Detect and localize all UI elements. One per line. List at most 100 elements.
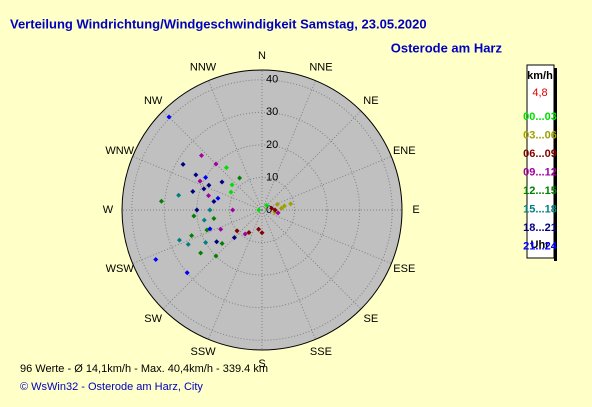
direction-label: NE [363,95,378,107]
copyright: © WsWin32 - Osterode am Harz, City [20,381,203,393]
data-point [201,186,207,192]
data-point [288,201,294,207]
legend-label: 15...18 [523,203,557,215]
data-point [153,257,159,263]
spoke [261,155,392,211]
data-point [219,240,225,246]
spoke [261,80,317,211]
legend-label: 00...03 [523,111,557,123]
data-point [229,182,235,188]
direction-label: SSE [310,346,332,358]
r-tick-label: 40 [266,74,278,86]
legend-unit: Uhr [531,239,551,251]
chart-title: Verteilung Windrichtung/Windgeschwindigk… [10,16,427,31]
data-point [214,239,220,245]
data-point [176,192,182,198]
direction-label: NW [144,95,163,107]
data-point [203,240,209,246]
r-tick-label: 10 [266,171,278,183]
legend-box [526,64,555,259]
data-point [215,195,221,201]
direction-label: SE [364,313,379,325]
data-point [207,207,213,213]
data-point [198,250,204,256]
data-point [176,237,182,243]
legend-title: km/h [527,70,553,82]
data-point [194,207,200,213]
data-point [185,241,191,247]
data-point [193,172,199,178]
data-point [211,215,217,221]
data-point [281,203,287,209]
r-tick-label: 0 [266,204,272,216]
direction-label: ESE [393,263,415,275]
data-point [158,198,164,204]
direction-label: WSW [106,263,135,275]
spoke [261,209,362,310]
data-point [269,205,275,211]
data-point [201,217,207,223]
spoke [261,110,362,211]
data-point [223,165,229,171]
spoke [261,209,392,265]
legend-label: 21...24 [523,240,558,252]
data-point [274,201,280,207]
r-tick-label: 30 [266,106,278,118]
data-point [231,235,237,241]
data-point [180,161,186,167]
data-point [197,178,203,184]
direction-label: NNW [190,62,217,74]
direction-label: SW [144,313,162,325]
data-point [278,205,284,211]
direction-label: WNW [105,145,134,157]
data-point [189,233,195,239]
spoke [207,209,263,340]
data-point [234,228,240,234]
data-point [219,179,225,185]
data-point [191,213,197,219]
spoke [162,209,263,310]
data-point [246,230,252,236]
legend-label: 18...21 [523,222,557,234]
data-point [256,226,262,232]
data-point [272,207,278,213]
data-point [203,174,209,180]
data-point [184,270,190,276]
legend-label: 03...06 [523,129,557,141]
legend-label: 12...15 [523,185,557,197]
spoke [132,155,263,211]
direction-label: S [258,358,265,370]
spoke [261,209,317,340]
direction-label: SSW [191,346,217,358]
data-point [237,175,243,181]
chart-subtitle: Osterode am Harz [391,40,503,55]
grid-ring [131,79,393,341]
data-point [166,114,172,120]
data-point [242,231,248,237]
direction-label: NNE [309,62,332,74]
data-point [213,253,219,259]
legend-label: 09...12 [523,166,557,178]
data-point [256,207,262,213]
data-point [259,230,265,236]
r-tick-label: 20 [266,139,278,151]
data-point [211,199,217,205]
legend-value: 4,8 [532,87,547,99]
data-point [199,153,205,159]
data-point [206,182,212,188]
spoke [207,80,263,211]
direction-label: E [412,204,419,216]
data-point [213,161,219,167]
legend-shadow [554,68,557,261]
grid-ring [228,176,296,244]
data-point [228,189,234,195]
data-point [264,202,270,208]
data-point [207,226,213,232]
spoke [132,209,263,265]
grid-ring [163,111,361,309]
data-point [190,188,196,194]
direction-label: W [103,204,114,216]
direction-label: ENE [393,145,416,157]
legend-label: 06...09 [523,148,557,160]
